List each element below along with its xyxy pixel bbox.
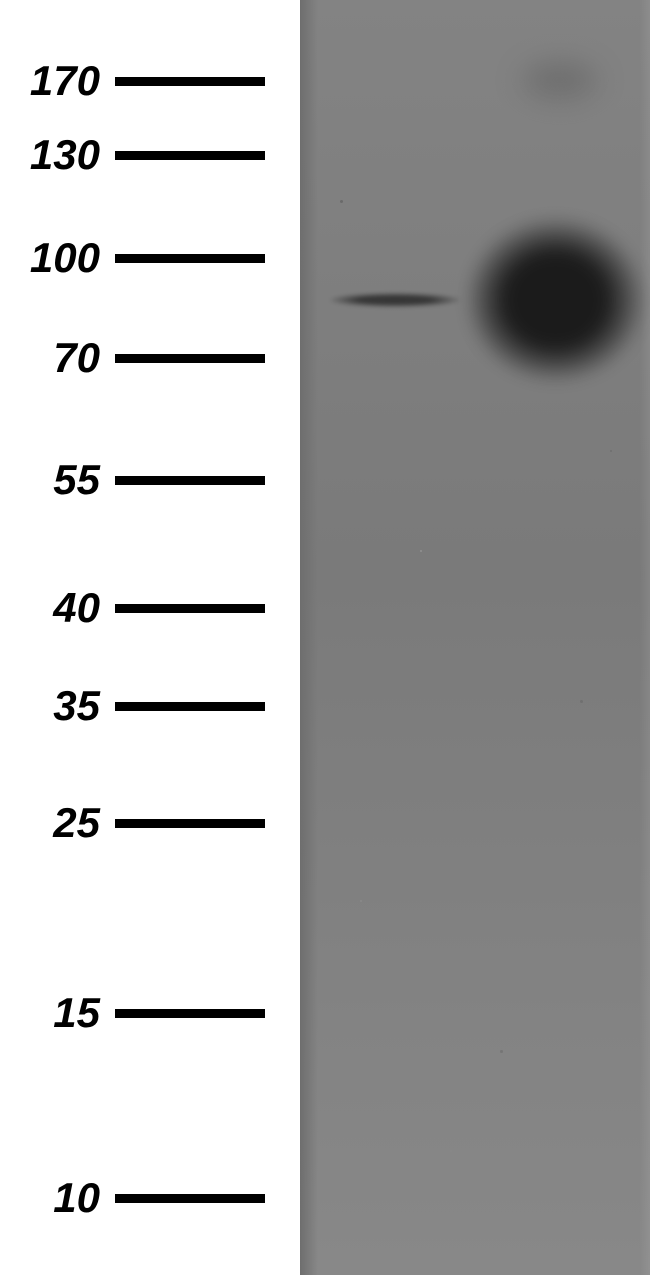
- marker-label: 130: [0, 131, 115, 179]
- marker-row: 70: [0, 334, 300, 382]
- western-blot-figure: 170 130 100 70 55 40 35 25 15 10: [0, 0, 650, 1275]
- marker-tick: [115, 1009, 265, 1018]
- marker-tick: [115, 604, 265, 613]
- marker-tick: [115, 354, 265, 363]
- marker-tick: [115, 151, 265, 160]
- marker-tick: [115, 77, 265, 86]
- marker-label: 170: [0, 57, 115, 105]
- marker-row: 15: [0, 989, 300, 1037]
- marker-label: 25: [0, 799, 115, 847]
- marker-label: 40: [0, 584, 115, 632]
- marker-row: 130: [0, 131, 300, 179]
- marker-row: 10: [0, 1174, 300, 1222]
- marker-label: 55: [0, 456, 115, 504]
- marker-row: 35: [0, 682, 300, 730]
- marker-label: 15: [0, 989, 115, 1037]
- protein-band: [330, 293, 460, 307]
- noise-speckle: [500, 1050, 503, 1053]
- marker-tick: [115, 476, 265, 485]
- marker-row: 55: [0, 456, 300, 504]
- protein-band: [468, 220, 643, 380]
- marker-label: 35: [0, 682, 115, 730]
- noise-speckle: [610, 450, 612, 452]
- blot-background: [300, 0, 650, 1275]
- noise-speckle: [360, 900, 362, 902]
- marker-row: 100: [0, 234, 300, 282]
- blot-edge-shadow: [300, 0, 318, 1275]
- noise-speckle: [340, 200, 343, 203]
- marker-row: 40: [0, 584, 300, 632]
- marker-tick: [115, 254, 265, 263]
- molecular-weight-ladder: 170 130 100 70 55 40 35 25 15 10: [0, 0, 300, 1275]
- noise-speckle: [450, 1150, 452, 1152]
- protein-band: [515, 55, 605, 105]
- marker-tick: [115, 1194, 265, 1203]
- blot-edge-highlight: [640, 0, 650, 1275]
- marker-row: 170: [0, 57, 300, 105]
- marker-row: 25: [0, 799, 300, 847]
- marker-tick: [115, 819, 265, 828]
- noise-speckle: [420, 550, 422, 552]
- marker-label: 100: [0, 234, 115, 282]
- blot-membrane: [300, 0, 650, 1275]
- marker-label: 70: [0, 334, 115, 382]
- marker-tick: [115, 702, 265, 711]
- marker-label: 10: [0, 1174, 115, 1222]
- noise-speckle: [580, 700, 583, 703]
